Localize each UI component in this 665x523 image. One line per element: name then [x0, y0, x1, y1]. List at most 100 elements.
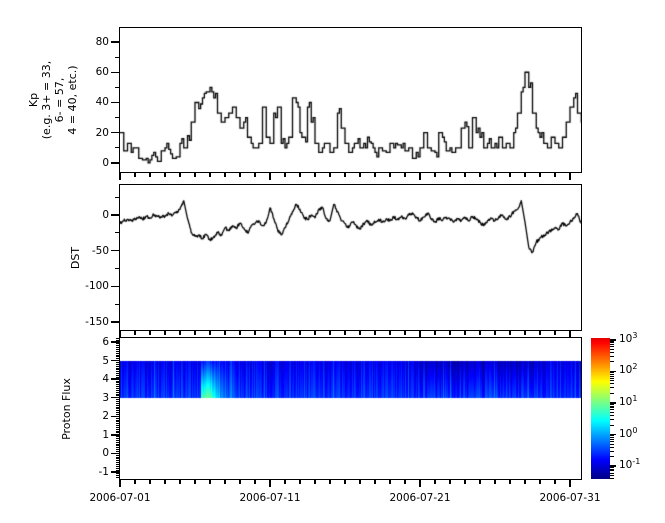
tick-mark: [554, 173, 556, 177]
tick-mark: [419, 173, 421, 180]
tick-mark: [610, 441, 614, 443]
tick-mark: [610, 450, 614, 452]
tick-mark: [111, 434, 120, 436]
tick-mark: [610, 348, 614, 350]
colorbar-tick-label: 10-1: [619, 457, 641, 472]
y-tick-label: 4: [102, 373, 109, 386]
tick-mark: [610, 433, 616, 436]
tick-mark: [610, 380, 614, 382]
tick-mark: [610, 467, 614, 468]
tick-mark: [554, 480, 556, 484]
tick-mark: [111, 452, 120, 455]
tick-mark: [449, 331, 451, 335]
tick-mark: [116, 473, 120, 475]
colorbar-tick-label: 103: [619, 330, 638, 345]
tick-mark: [610, 438, 614, 440]
tick-mark: [610, 370, 616, 373]
tick-mark: [254, 480, 256, 484]
tick-mark: [434, 331, 436, 335]
tick-mark: [284, 480, 286, 484]
tick-mark: [479, 173, 481, 177]
tick-mark: [610, 405, 614, 407]
tick-mark: [404, 480, 406, 484]
tick-mark: [464, 173, 466, 177]
colorbar-tick-label: 100: [619, 425, 638, 440]
tick-mark: [610, 377, 614, 379]
tick-mark: [374, 331, 376, 335]
tick-mark: [116, 419, 120, 421]
tick-mark: [610, 372, 614, 374]
tick-mark: [116, 458, 120, 460]
tick-mark: [610, 409, 614, 411]
tick-mark: [134, 331, 136, 335]
tick-mark: [116, 386, 120, 388]
tick-mark: [115, 56, 120, 58]
proton-spectrogram-canvas: [119, 337, 581, 479]
tick-mark: [610, 470, 614, 472]
y-tick-label: -1: [98, 465, 109, 478]
tick-mark: [610, 402, 616, 404]
colorbar: [591, 338, 610, 479]
tick-mark: [224, 173, 226, 177]
tick-mark: [116, 410, 120, 412]
tick-mark: [299, 331, 301, 335]
tick-mark: [116, 343, 120, 345]
y-tick-label: -50: [91, 244, 109, 257]
tick-mark: [115, 86, 120, 88]
tick-mark: [116, 399, 120, 401]
tick-mark: [116, 475, 120, 477]
tick-mark: [111, 214, 120, 216]
tick-mark: [404, 331, 406, 335]
tick-mark: [569, 331, 571, 338]
tick-mark: [111, 397, 120, 399]
tick-mark: [116, 356, 120, 358]
tick-mark: [111, 132, 120, 134]
tick-mark: [434, 480, 436, 484]
tick-mark: [344, 480, 346, 484]
tick-mark: [116, 339, 120, 341]
tick-mark: [284, 173, 286, 177]
tick-mark: [610, 373, 614, 375]
y-tick-label: 80: [95, 36, 109, 49]
tick-mark: [116, 387, 120, 389]
tick-mark: [269, 331, 271, 338]
tick-mark: [111, 285, 120, 288]
proton-flux-panel: [118, 336, 582, 480]
tick-mark: [116, 395, 120, 397]
tick-mark: [539, 331, 541, 335]
tick-mark: [509, 331, 511, 335]
tick-mark: [164, 480, 166, 484]
tick-mark: [116, 428, 120, 430]
tick-mark: [419, 331, 421, 338]
tick-mark: [329, 173, 331, 177]
tick-mark: [610, 415, 614, 417]
tick-mark: [116, 402, 120, 404]
tick-mark: [610, 355, 614, 357]
tick-mark: [610, 435, 614, 437]
y-tick-label: 0: [102, 156, 109, 169]
tick-mark: [209, 173, 211, 177]
tick-mark: [111, 101, 120, 104]
y-tick-label: 40: [95, 96, 109, 109]
tick-mark: [116, 384, 120, 386]
tick-mark: [389, 173, 391, 177]
tick-mark: [374, 480, 376, 484]
tick-mark: [494, 331, 496, 335]
tick-mark: [116, 464, 120, 466]
x-tick-label: 2006-07-21: [389, 492, 451, 504]
tick-mark: [119, 331, 121, 338]
tick-mark: [610, 346, 614, 348]
tick-mark: [116, 374, 120, 376]
tick-mark: [194, 331, 196, 335]
tick-mark: [389, 480, 391, 484]
tick-mark: [404, 173, 406, 177]
tick-mark: [111, 71, 120, 73]
tick-mark: [116, 382, 120, 384]
tick-mark: [610, 475, 614, 477]
tick-mark: [610, 472, 614, 474]
tick-mark: [464, 331, 466, 335]
tick-mark: [111, 471, 120, 473]
tick-mark: [610, 437, 614, 439]
tick-mark: [116, 389, 120, 391]
